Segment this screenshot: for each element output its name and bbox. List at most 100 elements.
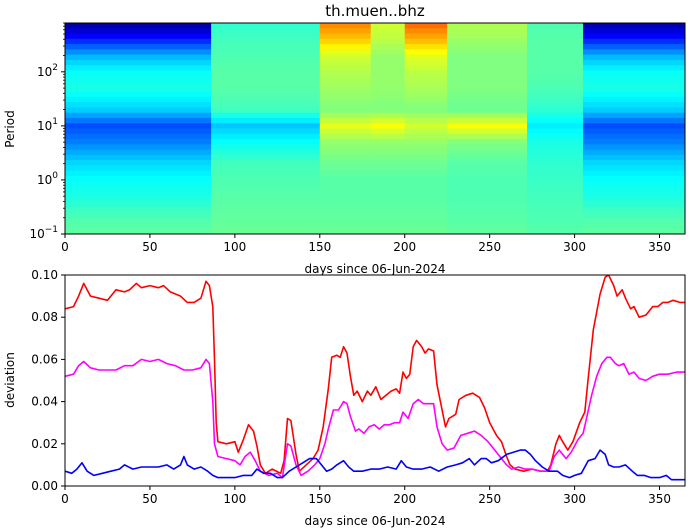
heatmap-cell bbox=[370, 191, 406, 198]
heatmap-cell bbox=[319, 96, 372, 103]
heatmap-cell bbox=[447, 191, 528, 198]
heatmap-cell bbox=[527, 44, 584, 50]
heatmap-cell bbox=[583, 70, 685, 77]
deviation-series bbox=[65, 275, 685, 481]
heatmap-cell bbox=[211, 112, 321, 119]
heatmap-cell bbox=[370, 123, 406, 130]
heatmap-cell bbox=[319, 33, 372, 40]
deviation-y-axis-label: deviation bbox=[3, 352, 17, 408]
heatmap-cell bbox=[65, 170, 212, 177]
heatmap-cell bbox=[447, 107, 528, 114]
heatmap-cell bbox=[211, 38, 321, 45]
heatmap-cell bbox=[527, 102, 584, 108]
heatmap-cell bbox=[527, 154, 584, 161]
heatmap-cell bbox=[404, 223, 448, 230]
heatmap-cell bbox=[319, 123, 372, 130]
heatmap-cell bbox=[404, 170, 448, 177]
heatmap-cell bbox=[527, 228, 584, 234]
heatmap-cell bbox=[527, 54, 584, 61]
heatmap-cell bbox=[404, 139, 448, 145]
heatmap-cell bbox=[319, 38, 372, 45]
heatmap-cell bbox=[370, 81, 406, 87]
heatmap-cell bbox=[447, 181, 528, 188]
heatmap-cell bbox=[211, 123, 321, 130]
heatmap-cell bbox=[404, 23, 448, 29]
heatmap-cell bbox=[447, 160, 528, 167]
heatmap-cell bbox=[211, 33, 321, 40]
heatmap-cell bbox=[583, 123, 685, 130]
heatmap-cell bbox=[447, 28, 528, 35]
heatmap-cell bbox=[583, 117, 685, 124]
x-tick-label: 350 bbox=[648, 492, 671, 506]
heatmap-cell bbox=[527, 107, 584, 114]
heatmap-cell bbox=[65, 128, 212, 135]
heatmap-cell bbox=[404, 123, 448, 130]
heatmap-cell bbox=[527, 165, 584, 172]
heatmap-cell bbox=[65, 117, 212, 124]
heatmap-cell bbox=[370, 112, 406, 119]
heatmap-cell bbox=[447, 54, 528, 61]
heatmap-cell bbox=[211, 191, 321, 198]
heatmap-cell bbox=[211, 59, 321, 66]
y-tick-label: 0.04 bbox=[31, 395, 58, 409]
heatmap-cell bbox=[65, 149, 212, 156]
y-tick-label: 0.10 bbox=[31, 268, 58, 282]
heatmap-cell bbox=[211, 91, 321, 98]
heatmap-cell bbox=[527, 117, 584, 124]
y-tick-label: 0.02 bbox=[31, 437, 58, 451]
heatmap-cell bbox=[65, 186, 212, 193]
heatmap-cell bbox=[319, 81, 372, 87]
heatmap-cell bbox=[404, 181, 448, 188]
x-tick-label: 350 bbox=[648, 240, 671, 254]
heatmap-cell bbox=[447, 144, 528, 151]
heatmap-cell bbox=[319, 165, 372, 172]
heatmap-cell bbox=[319, 49, 372, 56]
x-tick-label: 50 bbox=[142, 492, 157, 506]
heatmap-cell bbox=[583, 107, 685, 114]
heatmap-cell bbox=[447, 112, 528, 119]
heatmap-cell bbox=[404, 160, 448, 167]
heatmap-cell bbox=[211, 139, 321, 145]
heatmap-cell bbox=[527, 202, 584, 209]
heatmap-cell bbox=[447, 117, 528, 124]
heatmap-cell bbox=[211, 197, 321, 203]
heatmap-cell bbox=[404, 175, 448, 182]
heatmap-cell bbox=[404, 91, 448, 98]
heatmap-cell bbox=[319, 44, 372, 50]
heatmap-cell bbox=[65, 133, 212, 140]
heatmap-cell bbox=[65, 49, 212, 56]
heatmap-cell bbox=[65, 144, 212, 151]
heatmap-cell bbox=[65, 65, 212, 72]
heatmap-panel: 0 50 100 150 200 250 300 350 10−1 100 101 102 days… bbox=[3, 22, 686, 276]
heatmap-cell bbox=[583, 154, 685, 161]
heatmap-cell bbox=[404, 96, 448, 103]
heatmap-cells bbox=[65, 23, 685, 234]
heatmap-cell bbox=[211, 102, 321, 108]
heatmap-cell bbox=[583, 223, 685, 230]
heatmap-cell bbox=[404, 112, 448, 119]
heatmap-cell bbox=[527, 144, 584, 151]
heatmap-cell bbox=[370, 197, 406, 203]
heatmap-cell bbox=[65, 81, 212, 87]
heatmap-cell bbox=[319, 102, 372, 108]
heatmap-cell bbox=[370, 228, 406, 234]
heatmap-cell bbox=[583, 170, 685, 177]
heatmap-cell bbox=[211, 223, 321, 230]
heatmap-cell bbox=[583, 91, 685, 98]
heatmap-cell bbox=[211, 81, 321, 87]
heatmap-cell bbox=[370, 28, 406, 35]
heatmap-cell bbox=[404, 102, 448, 108]
heatmap-cell bbox=[65, 44, 212, 50]
heatmap-cell bbox=[583, 102, 685, 108]
heatmap-cell bbox=[583, 112, 685, 119]
heatmap-cell bbox=[370, 70, 406, 77]
heatmap-cell bbox=[370, 133, 406, 140]
heatmap-cell bbox=[583, 28, 685, 35]
heatmap-cell bbox=[404, 165, 448, 172]
heatmap-cell bbox=[583, 75, 685, 82]
heatmap-cell bbox=[583, 186, 685, 193]
heatmap-cell bbox=[319, 28, 372, 35]
heatmap-cell bbox=[404, 70, 448, 77]
heatmap-cell bbox=[527, 28, 584, 35]
heatmap-cell bbox=[447, 91, 528, 98]
